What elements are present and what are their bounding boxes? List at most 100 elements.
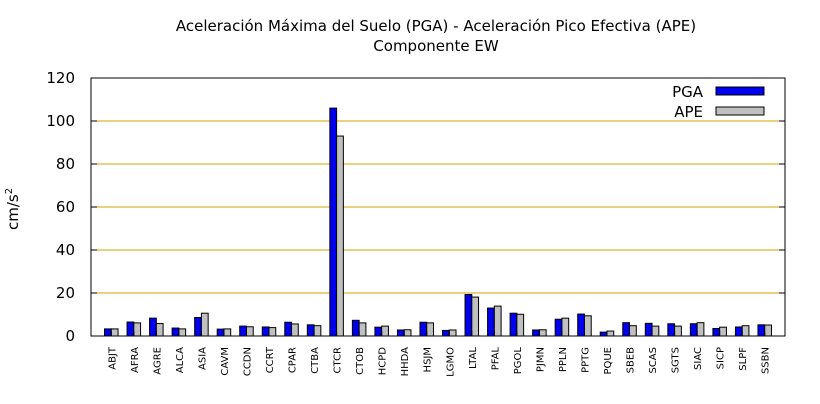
bar-pga-hcpd xyxy=(374,326,383,337)
bar-ape-asia xyxy=(200,312,209,337)
bar-pga-pgol xyxy=(509,312,518,337)
bar-pga-lgmo xyxy=(442,329,450,337)
bar-ape-ppln xyxy=(561,317,570,337)
y-tick-label: 120 xyxy=(46,69,75,87)
bar-ape-hcpd xyxy=(381,325,389,337)
bar-ape-pgol xyxy=(516,313,525,337)
bar-ape-slpf xyxy=(741,325,750,337)
x-tick-label: CTCR xyxy=(333,347,344,373)
bar-pga-ctcr xyxy=(329,107,338,337)
x-axis-ticks: ABJT AFRA AGRE ALCA ASIA CAVM CCDN CCRT CPAR CTBA… xyxy=(107,331,772,377)
bar-pga-ctob xyxy=(351,319,360,337)
x-tick-label: AGRE xyxy=(152,347,163,375)
bar-pga-asia xyxy=(194,317,202,337)
bar-ape-ccrt xyxy=(268,327,277,337)
x-tick-label: CCRT xyxy=(265,346,276,373)
bar-pga-cpar xyxy=(284,321,293,337)
bar-ape-pque xyxy=(606,330,615,337)
y-tick-label: 80 xyxy=(56,155,75,173)
x-tick-label: SGTS xyxy=(671,347,682,373)
y-tick-label: 20 xyxy=(56,284,75,302)
legend: PGA APE xyxy=(672,83,765,121)
y-tick-label: 0 xyxy=(65,327,75,345)
bars xyxy=(104,107,772,337)
y-axis-label-unit: cm/s xyxy=(4,194,22,230)
bar-pga-sbeb xyxy=(622,322,631,337)
x-tick-label: HCPD xyxy=(378,347,389,376)
x-tick-label: SIAC xyxy=(693,347,704,370)
bar-ape-sicp xyxy=(719,326,727,337)
grid-lines xyxy=(91,120,785,294)
x-tick-label: CAVM xyxy=(220,347,231,376)
bar-pga-ltal xyxy=(464,294,473,337)
chart-title: Aceleración Máxima del Suelo (PGA) - Ace… xyxy=(176,17,696,35)
bar-pga-cavm xyxy=(216,328,225,337)
legend-swatch-ape xyxy=(715,106,765,116)
bar-ape-cpar xyxy=(291,323,299,337)
bar-pga-siac xyxy=(689,323,698,337)
bar-pga-pque xyxy=(599,331,608,337)
bar-pga-pfal xyxy=(487,307,495,337)
x-tick-label: SSBN xyxy=(761,347,772,374)
y-tick-label: 100 xyxy=(46,112,75,130)
x-tick-label: ABJT xyxy=(107,346,118,370)
x-tick-label: CCDN xyxy=(242,347,253,376)
bar-ape-abjt xyxy=(110,328,119,337)
bar-ape-scas xyxy=(651,325,660,337)
bar-ape-ctcr xyxy=(336,135,344,337)
y-axis-label: cm/s2 xyxy=(4,188,22,230)
y-tick-label: 40 xyxy=(56,241,75,259)
x-tick-label: LGMO xyxy=(445,347,456,377)
bar-pga-sgts xyxy=(667,323,676,337)
x-tick-label: PFAL xyxy=(490,347,501,371)
bar-ape-cavm xyxy=(223,328,232,337)
chart-subtitle: Componente EW xyxy=(373,37,499,55)
x-tick-label: PJMN xyxy=(535,347,546,372)
x-tick-label: PGOL xyxy=(513,347,524,375)
bar-ape-afra xyxy=(133,322,142,337)
bar-pga-ccdn xyxy=(239,325,247,337)
bar-pga-hsjm xyxy=(419,321,428,337)
bar-ape-pfal xyxy=(493,305,502,337)
bar-pga-agre xyxy=(149,317,157,337)
bar-ape-sbeb xyxy=(629,325,637,337)
bar-pga-pptg xyxy=(577,313,585,337)
x-tick-label: SBEB xyxy=(626,347,637,374)
bar-ape-lgmo xyxy=(448,329,457,337)
bar-pga-pjmn xyxy=(532,329,540,337)
bar-ape-agre xyxy=(155,323,164,337)
x-tick-label: ALCA xyxy=(175,347,186,373)
bar-pga-ssbn xyxy=(757,324,766,337)
bar-pga-abjt xyxy=(104,328,112,337)
bar-ape-alca xyxy=(178,328,187,337)
x-tick-label: LTAL xyxy=(468,347,479,369)
bar-ape-ssbn xyxy=(764,324,772,337)
x-tick-label: SLPF xyxy=(738,347,749,371)
x-tick-label: PQUE xyxy=(603,347,614,375)
bar-pga-hhda xyxy=(396,329,405,337)
bar-pga-sicp xyxy=(712,327,721,337)
y-tick-label: 60 xyxy=(56,198,75,216)
y-axis-ticks: 0 20 40 60 80 100 120 xyxy=(46,69,785,345)
bar-ape-ctba xyxy=(313,325,322,337)
bar-ape-pjmn xyxy=(538,329,547,337)
bar-pga-slpf xyxy=(734,326,743,337)
x-tick-label: HHDA xyxy=(400,347,411,377)
legend-label-ape: APE xyxy=(674,103,703,121)
x-tick-label: SICP xyxy=(716,347,727,369)
x-tick-label: PPLN xyxy=(558,347,569,372)
legend-swatch-pga xyxy=(715,86,765,96)
x-tick-label: CPAR xyxy=(288,347,299,373)
bar-pga-alca xyxy=(171,327,180,337)
x-tick-label: CTOB xyxy=(355,347,366,375)
bar-pga-ctba xyxy=(306,324,315,337)
bar-ape-siac xyxy=(696,322,705,337)
bar-ape-ccdn xyxy=(245,326,254,337)
bar-ape-hhda xyxy=(403,329,412,337)
legend-label-pga: PGA xyxy=(672,83,704,101)
x-tick-label: HSJM xyxy=(423,347,434,372)
bar-pga-scas xyxy=(644,322,653,337)
y-axis-label-exponent: 2 xyxy=(4,188,15,194)
